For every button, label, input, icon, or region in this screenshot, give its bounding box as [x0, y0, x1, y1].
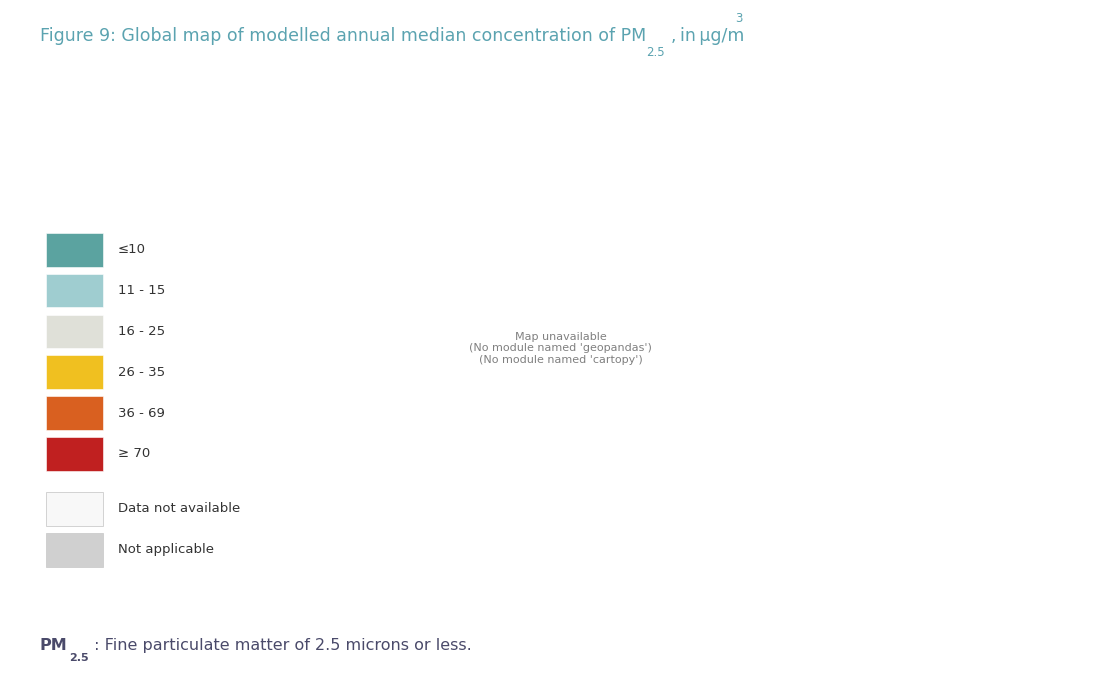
Text: PM: PM	[40, 638, 68, 653]
Bar	[47, 437, 103, 471]
Bar	[47, 355, 103, 389]
Text: ≥ 70: ≥ 70	[118, 447, 150, 460]
Text: 36 - 69: 36 - 69	[118, 406, 165, 419]
Bar	[47, 533, 103, 567]
Text: , in μg/m: , in μg/m	[670, 27, 744, 45]
Text: 11 - 15: 11 - 15	[118, 284, 165, 297]
Text: 16 - 25: 16 - 25	[118, 325, 165, 338]
Text: Not applicable: Not applicable	[118, 543, 214, 557]
Text: 26 - 35: 26 - 35	[118, 365, 165, 379]
Text: 2.5: 2.5	[646, 46, 665, 59]
Text: ≤10: ≤10	[118, 243, 147, 256]
Bar	[47, 492, 103, 526]
Text: Map unavailable
(No module named 'geopandas')
(No module named 'cartopy'): Map unavailable (No module named 'geopan…	[470, 332, 652, 365]
Text: Figure 9: Global map of modelled annual median concentration of PM: Figure 9: Global map of modelled annual …	[40, 27, 646, 45]
Text: Data not available: Data not available	[118, 503, 241, 516]
Text: 3: 3	[735, 12, 743, 25]
Text: : Fine particulate matter of 2.5 microns or less.: : Fine particulate matter of 2.5 microns…	[89, 638, 472, 653]
Text: 2.5: 2.5	[69, 653, 89, 663]
Bar	[47, 396, 103, 430]
Bar	[47, 314, 103, 348]
Bar	[47, 233, 103, 266]
Bar	[47, 274, 103, 307]
